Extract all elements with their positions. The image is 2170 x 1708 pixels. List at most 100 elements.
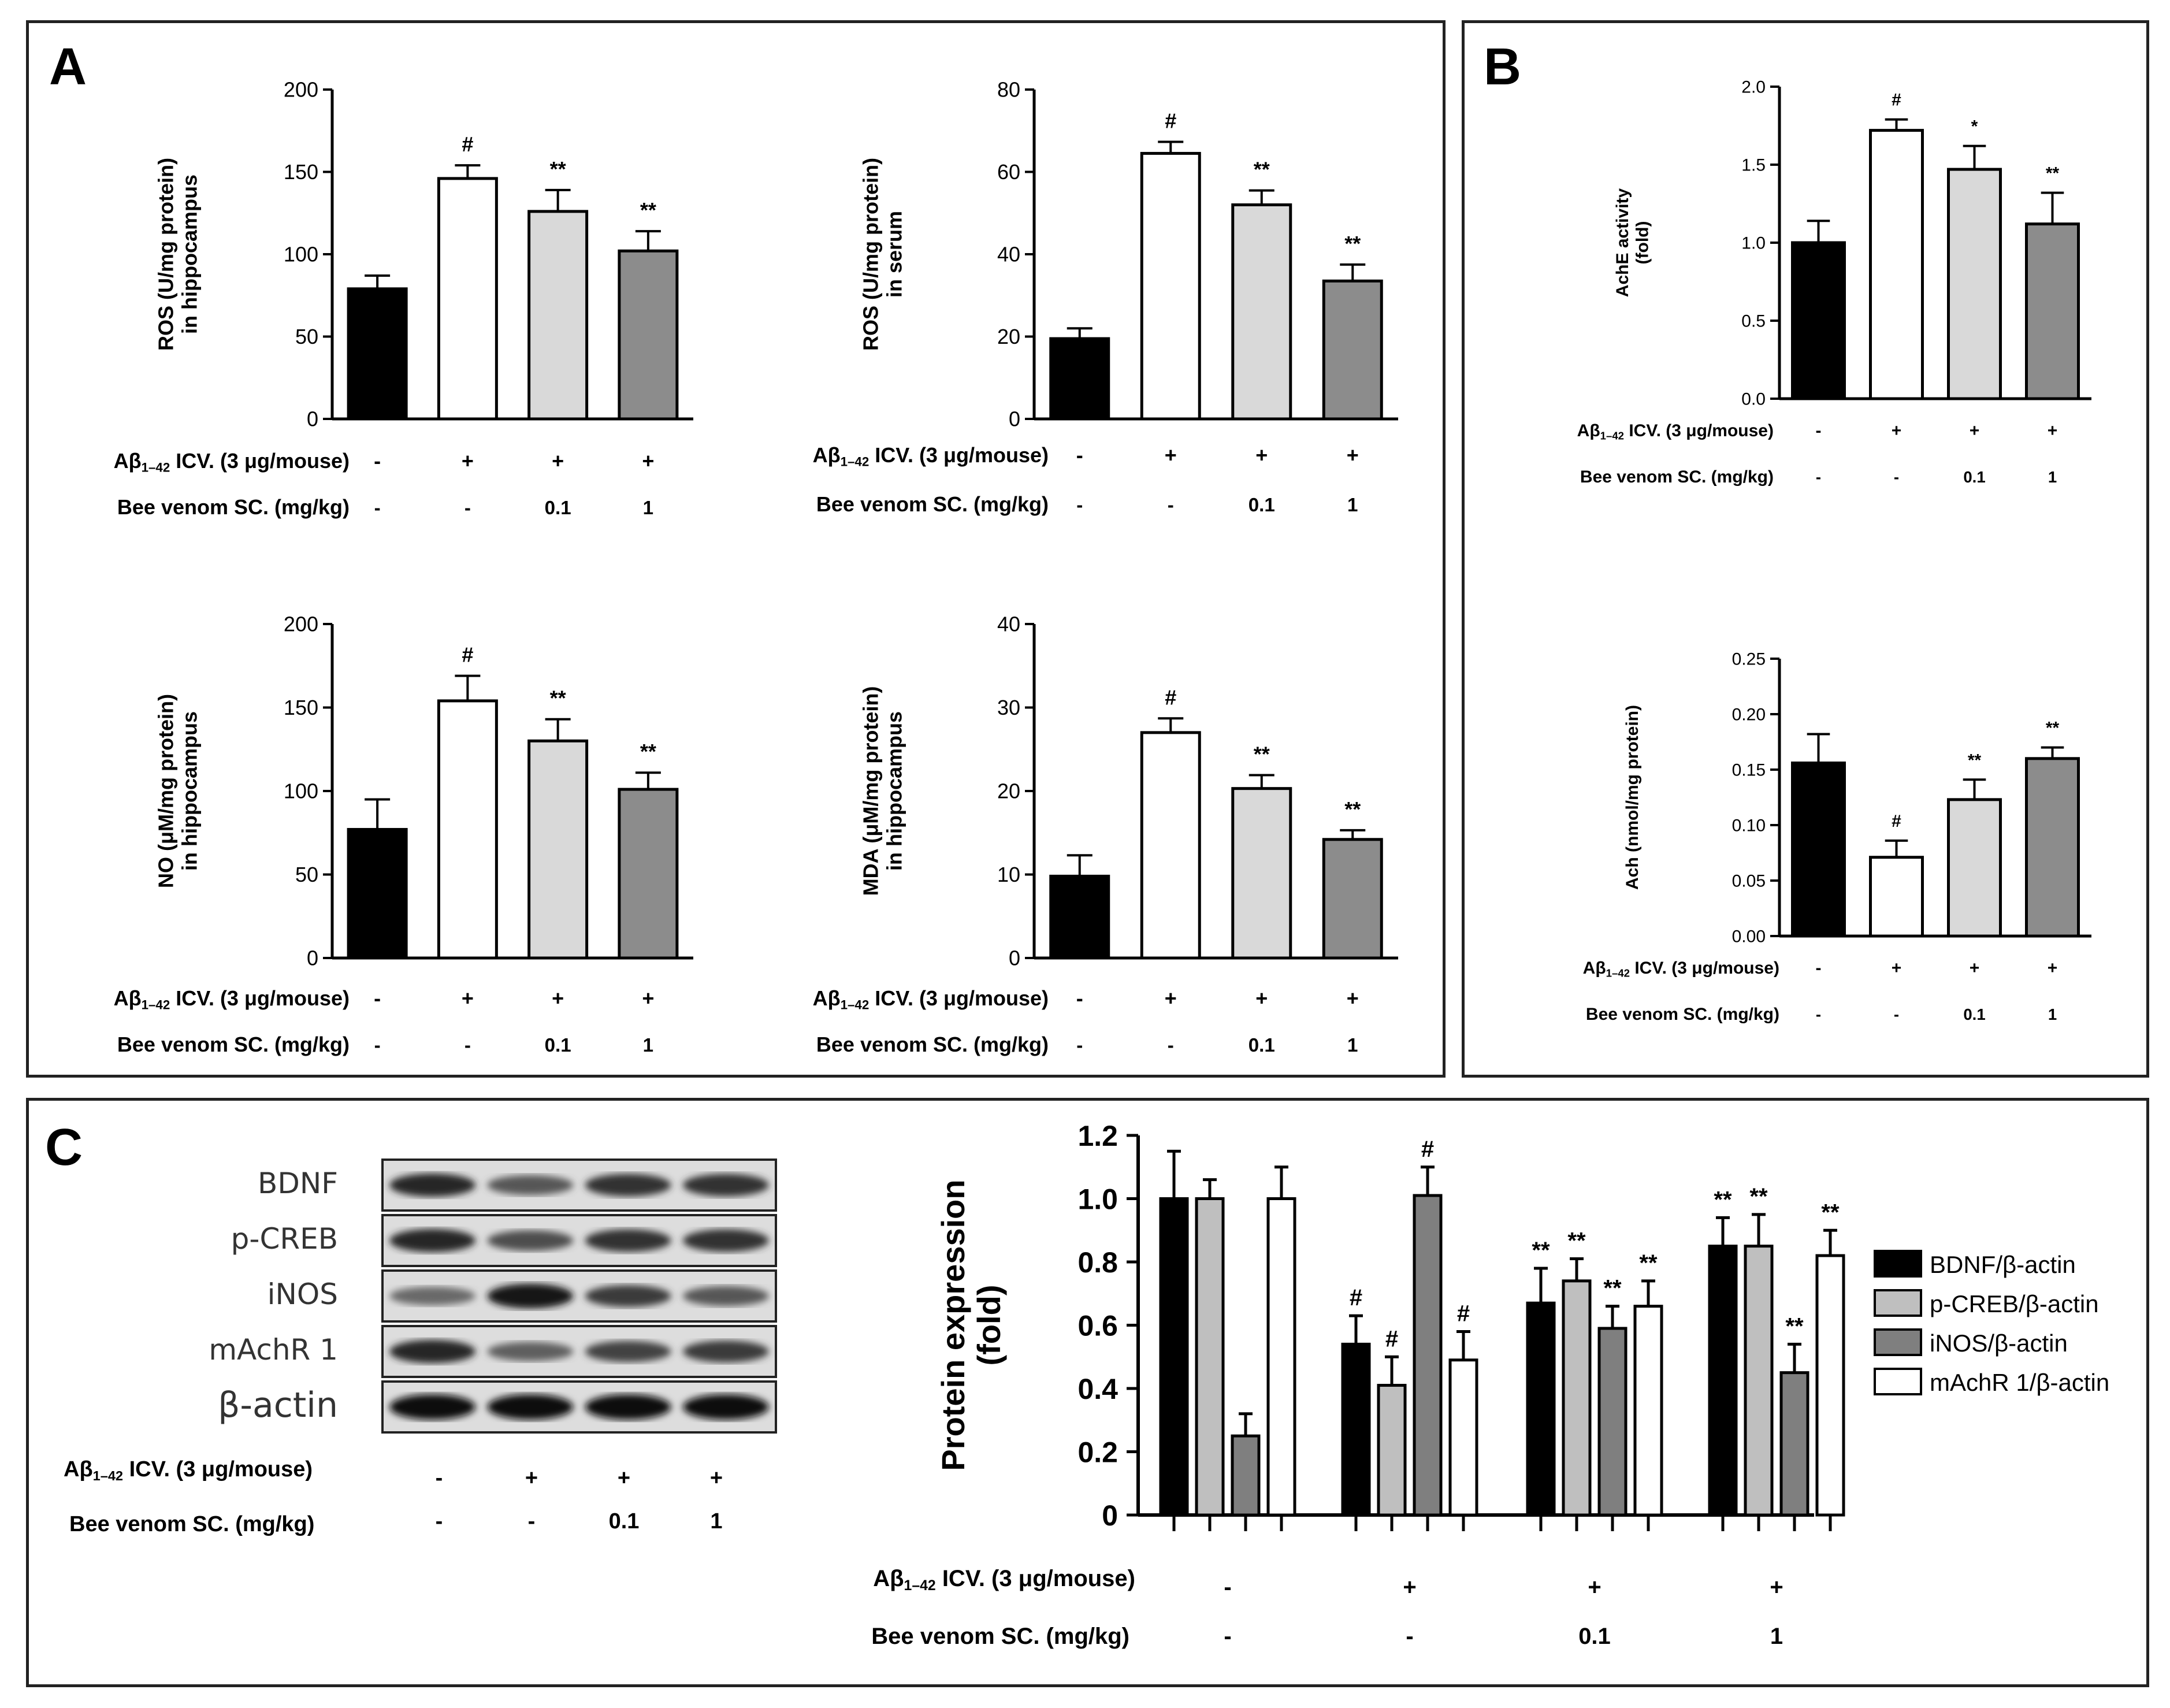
y-tick-label: 80: [997, 78, 1020, 102]
legend-swatch: [1874, 1368, 1922, 1395]
y-tick-label: 60: [997, 160, 1020, 184]
abeta-value: +: [1255, 443, 1268, 467]
bee-value: -: [465, 497, 471, 519]
bee-value: 1: [2048, 468, 2057, 486]
bar: [1231, 1434, 1261, 1517]
bee-value: -: [374, 1035, 381, 1056]
significance-label: **: [2046, 164, 2060, 183]
blot-label-2: iNOS: [267, 1278, 338, 1311]
significance-label: **: [550, 686, 566, 710]
legend-label: BDNF/β-actin: [1930, 1251, 2076, 1278]
significance-label: **: [1567, 1228, 1586, 1254]
abeta-row-label: Aβ1–42 ICV. (3 μg/mouse): [64, 1457, 313, 1483]
bar: [1779, 1371, 1809, 1517]
bee-value: -: [465, 1035, 471, 1056]
blot-strip-image: [389, 1228, 769, 1253]
y-axis-label: ROS (U/mg protein): [154, 158, 177, 351]
abeta-value: -: [1224, 1575, 1231, 1600]
bar: [1195, 1197, 1225, 1517]
abeta-value: +: [1165, 986, 1177, 1010]
panel-b-border: [1462, 20, 2149, 1078]
y-tick-label: 0.2: [1077, 1436, 1118, 1469]
bar: [1322, 838, 1383, 960]
bar: [1791, 241, 1846, 400]
y-tick-label: 20: [997, 779, 1020, 803]
abeta-value: +: [525, 1466, 538, 1490]
y-tick-label: 10: [997, 863, 1020, 886]
bar: [1448, 1358, 1478, 1517]
y-tick-label: 0.5: [1741, 312, 1766, 331]
y-tick-label: 20: [997, 325, 1020, 348]
bee-value: -: [1816, 1005, 1821, 1023]
bee-row-label: Bee venom SC. (mg/kg): [816, 492, 1049, 516]
blot-strip-1: [381, 1214, 777, 1267]
significance-label: #: [1165, 109, 1176, 132]
abeta-value: +: [1347, 443, 1359, 467]
significance-label: **: [640, 198, 656, 222]
y-tick-label: 0: [1102, 1499, 1118, 1532]
y-tick-label: 200: [284, 78, 318, 102]
bee-row-label: Bee venom SC. (mg/kg): [117, 1033, 350, 1056]
y-axis-label: in hippocampus: [178, 174, 202, 334]
blot-strip-3: [381, 1325, 777, 1378]
y-axis-label: Ach (nmol/mg protein): [1623, 705, 1642, 890]
bee-value: -: [436, 1509, 443, 1534]
abeta-row-label: Aβ1–42 ICV. (3 μg/mouse): [1583, 959, 1779, 979]
bee-row-label: Bee venom SC. (mg/kg): [117, 495, 350, 519]
abeta-value: +: [642, 986, 654, 1010]
significance-label: **: [1344, 797, 1361, 821]
bee-value: 0.1: [1963, 468, 1985, 486]
blot-band: [487, 1394, 574, 1420]
blot-band: [682, 1286, 769, 1306]
bar: [1597, 1327, 1628, 1517]
y-axis-label: NO (μM/mg protein): [154, 694, 177, 888]
bar: [2025, 222, 2080, 400]
abeta-row-label: Aβ1–42 ICV. (3 μg/mouse): [1577, 421, 1774, 441]
bee-value: 1: [1347, 495, 1358, 516]
bee-value: 1: [643, 497, 653, 519]
bar: [1413, 1194, 1443, 1517]
bee-value: 1: [710, 1509, 722, 1534]
panel-a-border: [26, 20, 1446, 1078]
bee-value: -: [374, 497, 381, 519]
bar: [1869, 129, 1924, 400]
bee-value: -: [1894, 468, 1899, 486]
blot-treatment-svg: Aβ1–42 ICV. (3 μg/mouse) Bee venom SC. (m…: [64, 1457, 723, 1536]
significance-label: **: [2046, 719, 2060, 738]
abeta-value: +: [552, 449, 564, 473]
bar: [2025, 757, 2080, 938]
significance-label: **: [1254, 742, 1270, 766]
y-tick-label: 0.6: [1077, 1310, 1118, 1342]
abeta-row-label: Aβ1–42 ICV. (3 μg/mouse): [873, 1566, 1135, 1594]
bee-value: 0.1: [545, 1035, 571, 1056]
bee-row-label: Bee venom SC. (mg/kg): [69, 1512, 314, 1536]
bee-value: 1: [1770, 1624, 1783, 1649]
bee-value: 0.1: [1249, 1035, 1275, 1056]
abeta-row-label: Aβ1–42 ICV. (3 μg/mouse): [813, 986, 1049, 1012]
bar: [1744, 1245, 1774, 1517]
bee-value: 0.1: [609, 1509, 640, 1534]
y-axis-label: Protein expression: [935, 1179, 971, 1471]
bar: [1140, 731, 1201, 960]
abeta-value: +: [710, 1466, 723, 1490]
abeta-value: -: [1816, 421, 1822, 440]
bee-value: 0.1: [1249, 495, 1275, 516]
bee-value: -: [1076, 495, 1083, 516]
bar: [1708, 1245, 1738, 1517]
abeta-value: +: [1970, 421, 1980, 440]
abeta-row-label: Aβ1–42 ICV. (3 μg/mouse): [114, 449, 350, 474]
blot-label-0: BDNF: [258, 1167, 338, 1200]
significance-label: #: [1892, 91, 1901, 110]
y-tick-label: 0: [307, 946, 318, 970]
bar: [1049, 874, 1110, 960]
bar: [1947, 798, 2002, 938]
bar: [618, 249, 679, 421]
chart-ach-level: 0.00 0.05 0.10 0.15 0.20 0.25 Ach (nmol/mg pro…: [1583, 650, 2091, 1024]
significance-label: #: [1350, 1285, 1362, 1310]
bee-value: 1: [1347, 1035, 1358, 1056]
bar: [437, 177, 498, 421]
y-tick-label: 100: [284, 243, 318, 266]
blot-band: [487, 1175, 574, 1195]
y-tick-label: 0.4: [1077, 1373, 1118, 1405]
abeta-value: +: [552, 986, 564, 1010]
